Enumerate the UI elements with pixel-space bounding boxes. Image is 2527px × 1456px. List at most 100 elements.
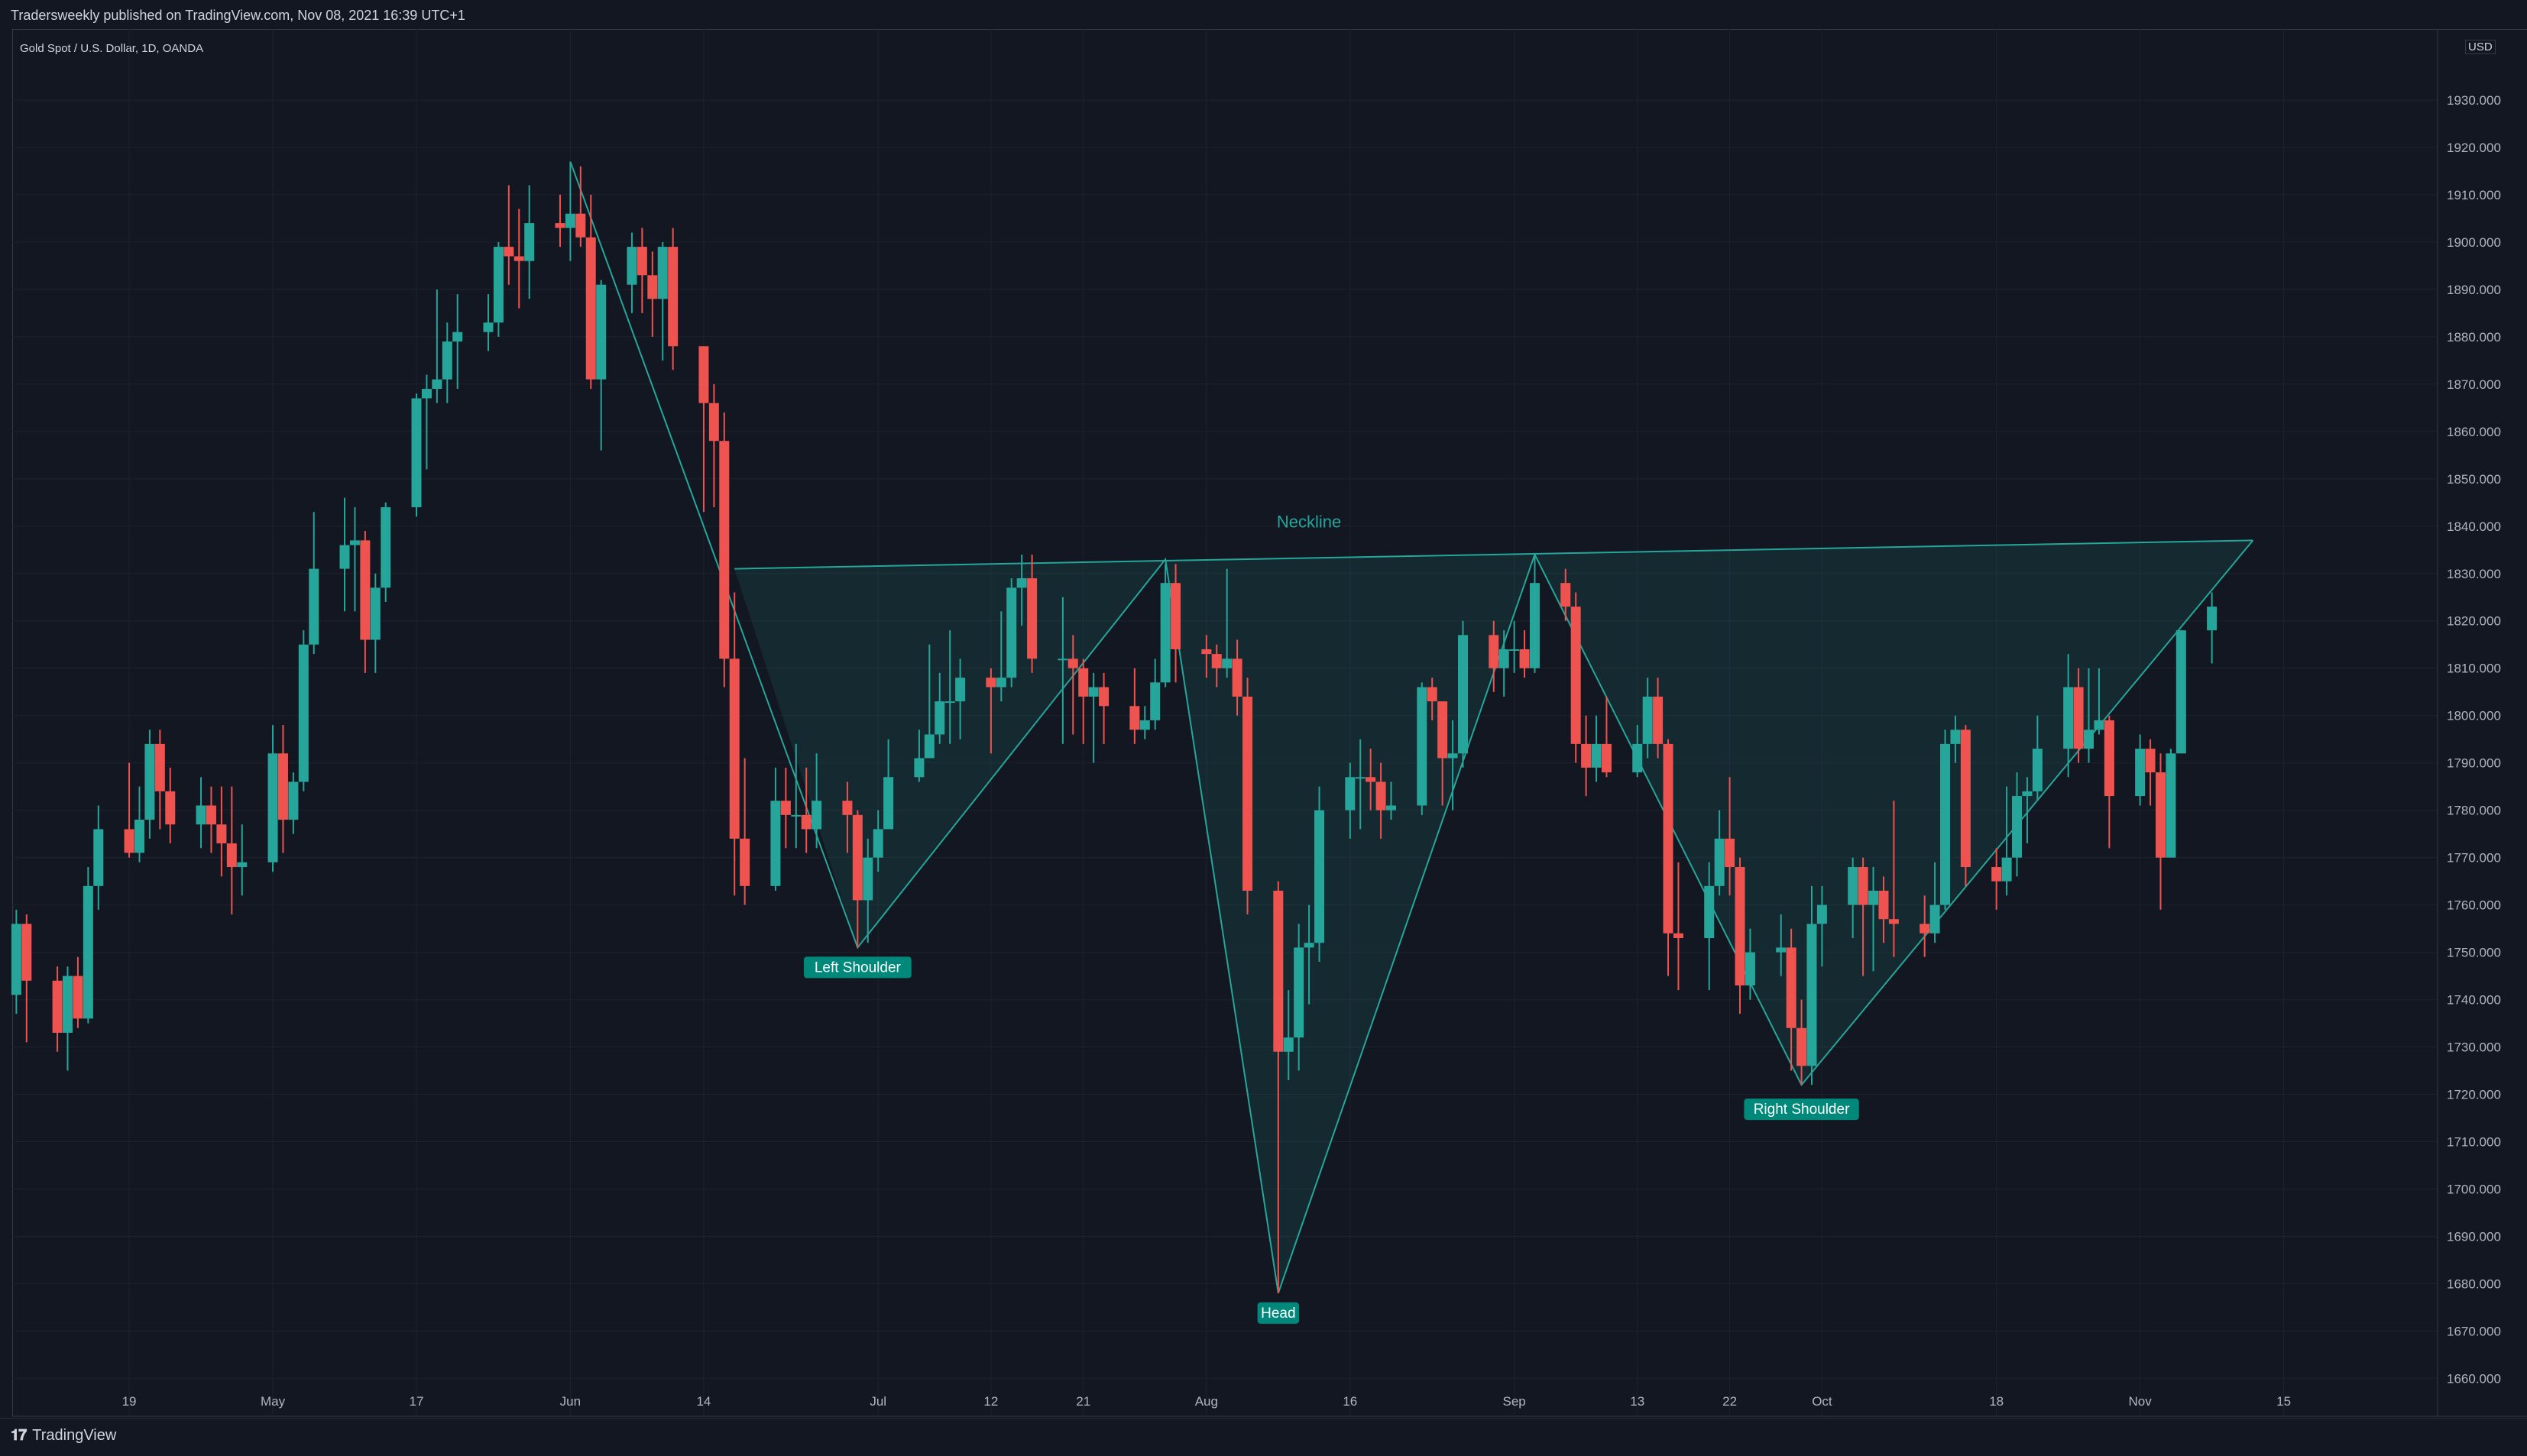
candle: [842, 781, 853, 853]
candle-body: [1150, 682, 1161, 720]
neckline-label: Neckline: [1277, 512, 1341, 531]
candle: [1560, 568, 1571, 621]
candle-body: [935, 701, 945, 735]
candle: [627, 232, 637, 313]
x-tick-label: 22: [1722, 1394, 1737, 1409]
candle: [1581, 715, 1592, 797]
candle: [83, 867, 93, 1024]
candle-body: [1273, 891, 1284, 1052]
candle: [863, 838, 873, 943]
candle-body: [2166, 753, 2176, 858]
candle: [1150, 658, 1161, 730]
candle-body: [1950, 730, 1961, 744]
candle: [924, 644, 935, 759]
candle: [144, 730, 155, 839]
candle-body: [421, 389, 432, 399]
candle: [986, 668, 996, 754]
y-tick-label: 1860.000: [2447, 425, 2501, 439]
candle: [2135, 734, 2146, 806]
candle-body: [986, 678, 996, 688]
candle-body: [1653, 696, 1664, 744]
candle-body: [812, 801, 822, 830]
candle-body: [1314, 810, 1325, 943]
candle-body: [1099, 687, 1110, 707]
candle-body: [1581, 743, 1592, 768]
x-tick-label: Jul: [870, 1394, 886, 1409]
candle-body: [1058, 658, 1068, 661]
candle: [1601, 696, 1612, 778]
candle-body: [1304, 943, 1314, 948]
currency-badge[interactable]: USD: [2465, 40, 2496, 54]
candle-body: [924, 734, 935, 759]
candle-body: [668, 247, 679, 347]
candle-body: [1560, 583, 1571, 607]
candle-body: [1858, 867, 1868, 905]
candle: [216, 786, 227, 877]
candle: [852, 810, 863, 948]
candle: [1366, 749, 1376, 811]
candle-body: [944, 701, 955, 704]
candle: [1796, 999, 1807, 1086]
candle: [575, 166, 586, 248]
candle: [1058, 597, 1068, 744]
candle: [944, 630, 955, 744]
candle: [1304, 904, 1314, 1005]
candle: [504, 185, 514, 285]
candle: [1868, 867, 1879, 972]
candle: [585, 194, 596, 390]
candle-body: [73, 976, 83, 1019]
candle-body: [1437, 701, 1448, 759]
candle-body: [770, 801, 781, 886]
candle: [2155, 753, 2166, 910]
candle-body: [1991, 867, 2002, 882]
candle-body: [883, 777, 894, 830]
chart-pane[interactable]: [12, 29, 2527, 1416]
candle-body: [1663, 743, 1673, 933]
candle-body: [873, 829, 883, 858]
candle: [298, 630, 309, 791]
head-label-bg: [1257, 1302, 1300, 1324]
neckline-line: [734, 539, 2253, 570]
candle-body: [863, 857, 873, 901]
candle: [1878, 876, 1889, 943]
candle-body: [2063, 687, 2074, 749]
candle: [2104, 715, 2114, 849]
candle: [493, 241, 504, 337]
candle-body: [719, 441, 730, 659]
candle: [452, 294, 463, 390]
candle: [442, 322, 452, 403]
candle: [1888, 801, 1899, 957]
y-tick-label: 1800.000: [2447, 709, 2501, 723]
x-tick-label: May: [261, 1394, 286, 1409]
candle: [1088, 672, 1099, 763]
candle-body: [1796, 1027, 1807, 1066]
candle-body: [1714, 838, 1725, 886]
candle-body: [1642, 696, 1653, 744]
candle: [1027, 554, 1038, 673]
candle: [134, 786, 144, 862]
candle: [339, 497, 350, 612]
y-tick-label: 1840.000: [2447, 519, 2501, 534]
candle: [2063, 654, 2074, 778]
right-shoulder-label-text: Right Shoulder: [1754, 1102, 1850, 1118]
candle: [996, 611, 1006, 702]
candle: [1099, 672, 1110, 744]
y-tick-label: 1670.000: [2447, 1324, 2501, 1338]
candle-body: [442, 341, 452, 380]
candle: [1960, 725, 1971, 886]
candle: [1242, 678, 1253, 915]
candle-body: [1427, 687, 1437, 702]
y-tick-label: 1680.000: [2447, 1276, 2501, 1291]
y-tick-label: 1900.000: [2447, 235, 2501, 250]
candle-body: [1067, 658, 1078, 668]
tradingview-logo[interactable]: 𝟏𝟕 TradingView: [11, 1427, 116, 1445]
candle: [647, 251, 658, 337]
candle: [719, 413, 730, 688]
candle: [955, 658, 966, 739]
candle: [883, 739, 894, 830]
candle-body: [1139, 720, 1150, 730]
candle-body: [657, 247, 668, 299]
candle-body: [575, 213, 586, 238]
candle-body: [267, 753, 278, 862]
